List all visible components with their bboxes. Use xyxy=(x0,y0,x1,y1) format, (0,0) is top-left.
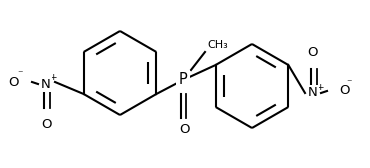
Text: O: O xyxy=(179,123,189,136)
Text: O: O xyxy=(41,118,51,131)
Text: P: P xyxy=(179,73,187,88)
Text: +: + xyxy=(316,82,324,92)
Text: O: O xyxy=(308,46,318,59)
Text: N: N xyxy=(41,77,51,91)
Text: ⁻: ⁻ xyxy=(346,78,352,88)
Text: O: O xyxy=(9,75,19,89)
Text: O: O xyxy=(339,85,350,97)
Text: N: N xyxy=(308,87,318,99)
Text: ⁻: ⁻ xyxy=(17,69,23,79)
Text: +: + xyxy=(49,74,57,82)
Text: CH₃: CH₃ xyxy=(207,40,228,50)
